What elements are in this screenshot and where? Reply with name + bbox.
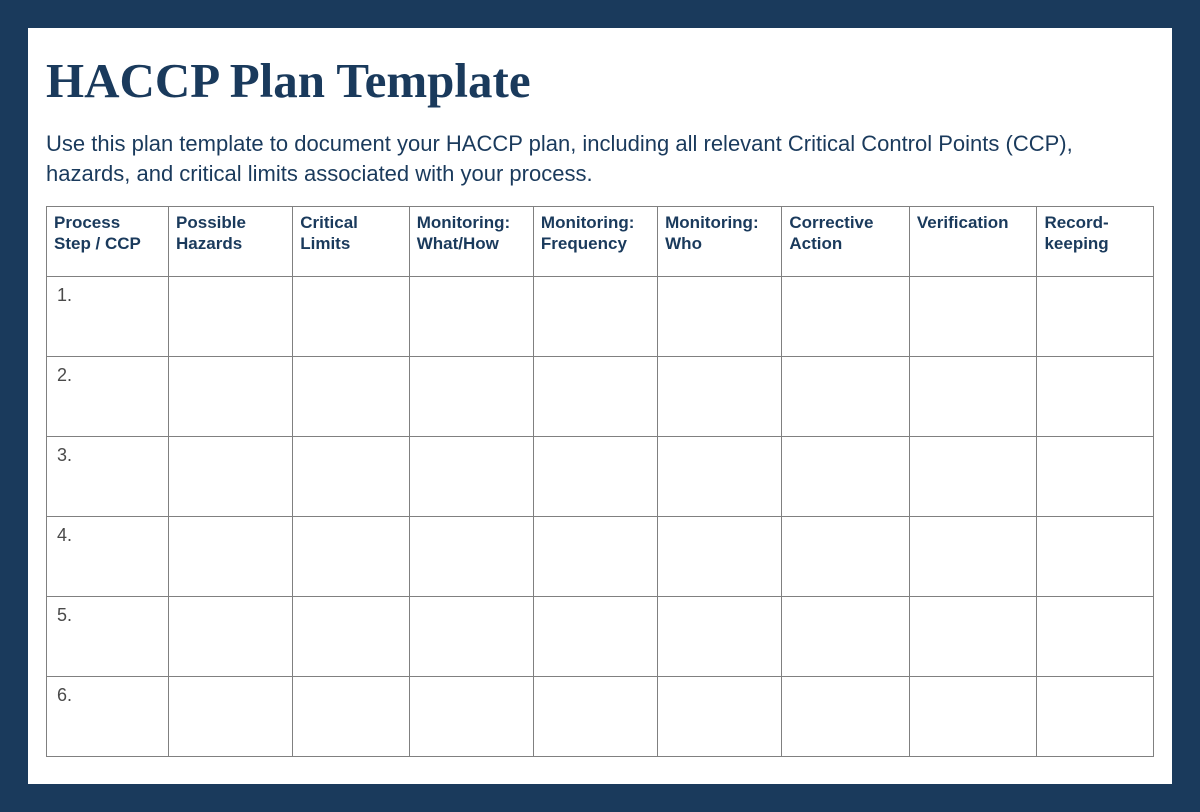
cell-verification [909,517,1037,597]
cell-verification [909,597,1037,677]
cell-hazards [169,357,293,437]
cell-monitoring-who [658,517,782,597]
cell-row-number: 5. [47,597,169,677]
cell-row-number: 4. [47,517,169,597]
table-row: 2. [47,357,1154,437]
column-header-process-step: Process Step / CCP [47,207,169,277]
cell-verification [909,357,1037,437]
cell-verification [909,437,1037,517]
cell-monitoring-frequency [533,597,657,677]
column-header-hazards: Possible Hazards [169,207,293,277]
cell-hazards [169,597,293,677]
document-frame: HACCP Plan Template Use this plan templa… [0,0,1200,812]
cell-recordkeeping [1037,677,1154,757]
cell-corrective-action [782,357,910,437]
page-description: Use this plan template to document your … [46,129,1154,188]
table-row: 4. [47,517,1154,597]
haccp-table: Process Step / CCP Possible Hazards Crit… [46,206,1154,757]
cell-recordkeeping [1037,357,1154,437]
column-header-verification: Verification [909,207,1037,277]
cell-monitoring-what [409,357,533,437]
cell-hazards [169,517,293,597]
cell-monitoring-what [409,277,533,357]
cell-corrective-action [782,437,910,517]
cell-hazards [169,677,293,757]
column-header-monitoring-who: Monitoring: Who [658,207,782,277]
cell-monitoring-what [409,597,533,677]
cell-hazards [169,277,293,357]
cell-limits [293,517,409,597]
cell-monitoring-what [409,437,533,517]
cell-monitoring-frequency [533,517,657,597]
cell-monitoring-who [658,277,782,357]
column-header-limits: Critical Limits [293,207,409,277]
cell-recordkeeping [1037,277,1154,357]
cell-verification [909,277,1037,357]
table-row: 6. [47,677,1154,757]
cell-corrective-action [782,677,910,757]
cell-row-number: 6. [47,677,169,757]
cell-limits [293,357,409,437]
cell-monitoring-frequency [533,677,657,757]
column-header-monitoring-what: Monitoring: What/How [409,207,533,277]
cell-recordkeeping [1037,437,1154,517]
table-row: 5. [47,597,1154,677]
cell-limits [293,437,409,517]
cell-limits [293,677,409,757]
cell-monitoring-who [658,357,782,437]
column-header-recordkeeping: Record-keeping [1037,207,1154,277]
cell-corrective-action [782,597,910,677]
document-page: HACCP Plan Template Use this plan templa… [28,28,1172,784]
cell-monitoring-frequency [533,437,657,517]
cell-row-number: 3. [47,437,169,517]
cell-limits [293,597,409,677]
cell-row-number: 1. [47,277,169,357]
table-row: 3. [47,437,1154,517]
cell-monitoring-frequency [533,357,657,437]
cell-hazards [169,437,293,517]
cell-monitoring-what [409,517,533,597]
cell-limits [293,277,409,357]
cell-corrective-action [782,517,910,597]
cell-recordkeeping [1037,517,1154,597]
cell-row-number: 2. [47,357,169,437]
cell-monitoring-who [658,437,782,517]
cell-corrective-action [782,277,910,357]
table-header-row: Process Step / CCP Possible Hazards Crit… [47,207,1154,277]
cell-monitoring-who [658,677,782,757]
cell-monitoring-who [658,597,782,677]
column-header-monitoring-frequency: Monitoring: Frequency [533,207,657,277]
table-row: 1. [47,277,1154,357]
cell-monitoring-what [409,677,533,757]
cell-recordkeeping [1037,597,1154,677]
column-header-corrective-action: Corrective Action [782,207,910,277]
cell-monitoring-frequency [533,277,657,357]
page-title: HACCP Plan Template [46,52,1154,109]
cell-verification [909,677,1037,757]
